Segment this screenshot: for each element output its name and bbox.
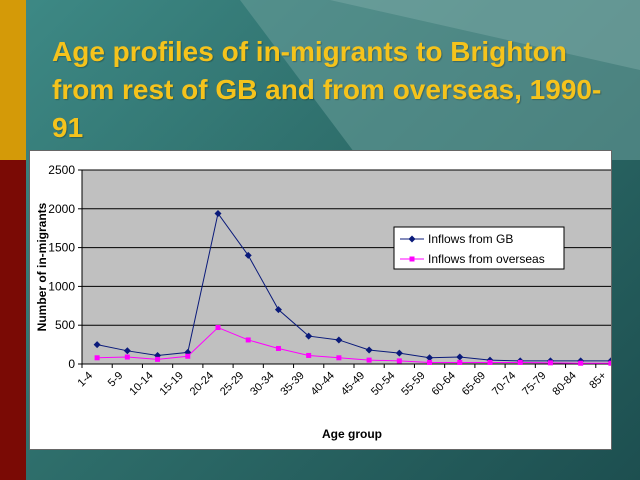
x-tick-label: 70-74 — [490, 370, 518, 398]
legend-label: Inflows from GB — [428, 232, 513, 246]
data-point-gb — [365, 346, 373, 354]
data-point-overseas — [457, 359, 463, 365]
x-axis-title: Age group — [322, 427, 382, 441]
legend-label: Inflows from overseas — [428, 252, 545, 266]
data-point-overseas — [487, 359, 493, 365]
slide-title: Age profiles of in-migrants to Brighton … — [52, 36, 602, 143]
x-tick-label: 1-4 — [75, 370, 95, 390]
x-tick-label: 25-29 — [218, 370, 246, 398]
data-point-overseas — [578, 360, 584, 366]
y-tick-label: 1500 — [48, 241, 75, 255]
chart-area: 0 500 1000 1500 2000 2500 1-4 5-9 10-14 15-19 20-2… — [29, 150, 612, 450]
x-tick-label: 60-64 — [430, 370, 458, 398]
data-point-overseas — [275, 345, 281, 351]
x-tick-label: 15-19 — [158, 370, 186, 398]
data-point-overseas — [336, 355, 342, 361]
y-axis-title: Number of in-migrants — [35, 202, 49, 331]
x-tick-label: 50-54 — [369, 370, 397, 398]
x-tick-label: 80-84 — [550, 370, 578, 398]
x-tick-label: 45-49 — [339, 370, 367, 398]
y-tick-label: 1000 — [48, 279, 75, 293]
y-tick-label: 2000 — [48, 202, 75, 216]
data-point-gb — [395, 349, 403, 357]
data-point-overseas — [124, 354, 130, 360]
data-point-gb — [214, 209, 222, 217]
accent-bar-red — [0, 160, 26, 480]
y-tick-label: 500 — [55, 318, 75, 332]
data-point-gb — [274, 306, 282, 314]
line-chart: 0 500 1000 1500 2000 2500 1-4 5-9 10-14 15-19 20-2… — [35, 163, 611, 441]
data-point-gb — [426, 354, 434, 362]
x-tick-label: 5-9 — [106, 370, 126, 390]
x-tick-label: 55-59 — [399, 370, 427, 398]
y-tick-label: 0 — [68, 357, 75, 371]
y-tick-label: 2500 — [48, 163, 75, 177]
x-tick-label: 40-44 — [309, 370, 337, 398]
data-point-overseas — [547, 360, 553, 366]
data-point-overseas — [215, 325, 221, 331]
data-point-gb — [93, 341, 101, 349]
x-tick-label: 75-79 — [520, 370, 548, 398]
data-point-overseas — [94, 355, 100, 361]
data-point-overseas — [608, 360, 611, 366]
x-tick-label: 85+ — [587, 370, 609, 392]
data-point-gb — [123, 347, 131, 355]
data-point-overseas — [185, 353, 191, 359]
data-point-overseas — [366, 357, 372, 363]
series-line-overseas — [97, 326, 611, 364]
x-tick-label: 30-34 — [248, 370, 276, 398]
x-tick-label: 10-14 — [127, 370, 155, 398]
data-point-gb — [244, 251, 252, 259]
data-point-overseas — [306, 352, 312, 358]
series-line-gb — [97, 212, 611, 362]
x-tick-label: 35-39 — [278, 370, 306, 398]
x-tick-label: 20-24 — [188, 370, 216, 398]
data-point-gb — [305, 332, 313, 340]
data-point-overseas — [245, 337, 251, 343]
data-point-overseas — [427, 359, 433, 365]
data-point-overseas — [517, 359, 523, 365]
accent-bar-gold — [0, 0, 26, 160]
legend-marker-gb — [408, 235, 416, 243]
legend-marker-overseas — [409, 256, 415, 262]
data-point-overseas — [396, 358, 402, 364]
x-tick-label: 65-69 — [460, 370, 488, 398]
legend — [393, 226, 565, 270]
data-point-overseas — [155, 356, 161, 362]
data-point-gb — [335, 336, 343, 344]
data-point-gb — [456, 353, 464, 361]
